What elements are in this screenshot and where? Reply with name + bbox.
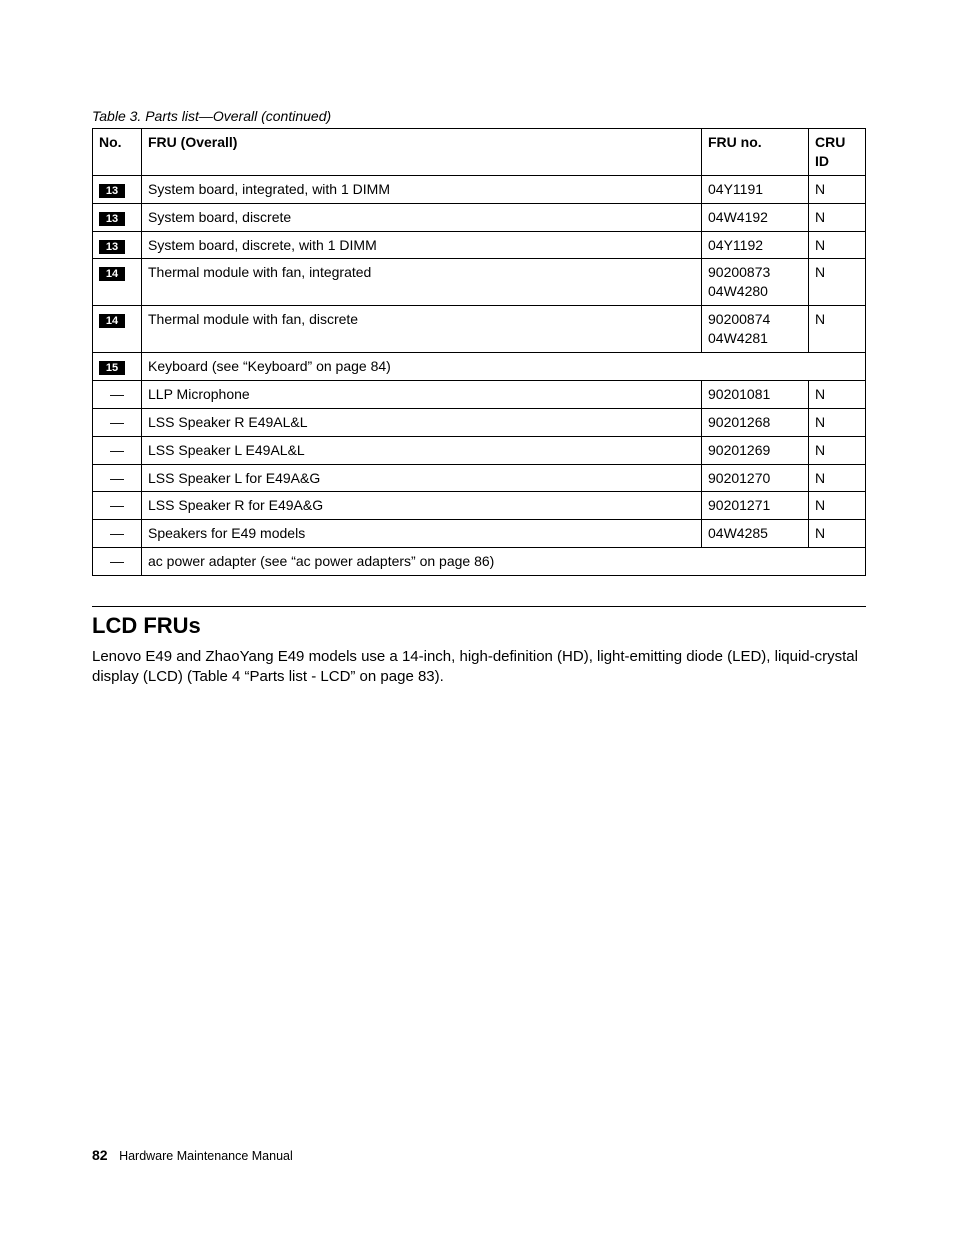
table-caption: Table 3. Parts list—Overall (continued) [92,108,866,124]
footer-title: Hardware Maintenance Manual [119,1149,293,1163]
table-row: 15 Keyboard (see “Keyboard” on page 84) [93,353,866,381]
row-number-badge: 13 [99,212,125,226]
cell-fru: 04Y1191 [702,175,809,203]
page-number: 82 [92,1147,108,1163]
cell-desc: LSS Speaker R for E49A&G [142,492,702,520]
dash-icon: — [110,553,124,569]
row-number-badge: 14 [99,314,125,328]
section-title: LCD FRUs [92,613,866,639]
cell-no: — [93,520,142,548]
dash-icon: — [110,525,124,541]
table-row: — ac power adapter (see “ac power adapter… [93,548,866,576]
cell-fru: 90201271 [702,492,809,520]
cell-desc: LSS Speaker L for E49A&G [142,464,702,492]
dash-icon: — [110,386,124,402]
table-row: — LSS Speaker R for E49A&G90201271N [93,492,866,520]
cell-cru: N [809,259,866,306]
th-desc: FRU (Overall) [142,129,702,176]
dash-icon: — [110,497,124,513]
table-header-row: No. FRU (Overall) FRU no. CRU ID [93,129,866,176]
cell-desc: Thermal module with fan, discrete [142,306,702,353]
row-number-badge: 14 [99,267,125,281]
dash-icon: — [110,442,124,458]
cell-fru: 90200874 04W4281 [702,306,809,353]
cell-cru: N [809,408,866,436]
cell-cru: N [809,306,866,353]
cell-cru: N [809,492,866,520]
th-no: No. [93,129,142,176]
cell-cru: N [809,464,866,492]
table-row: 13 System board, integrated, with 1 DIMM0… [93,175,866,203]
page-footer: 82 Hardware Maintenance Manual [92,1147,293,1163]
cell-fru: 04W4285 [702,520,809,548]
cell-cru: N [809,231,866,259]
dash-icon: — [110,414,124,430]
cell-cru: N [809,175,866,203]
cell-cru: N [809,203,866,231]
th-cru: CRU ID [809,129,866,176]
cell-fru: 90201268 [702,408,809,436]
row-number-badge: 13 [99,184,125,198]
cell-fru: 04W4192 [702,203,809,231]
cell-no: — [93,408,142,436]
cell-desc: LSS Speaker L E49AL&L [142,436,702,464]
cell-no: 13 [93,175,142,203]
table-row: — LSS Speaker L E49AL&L90201269N [93,436,866,464]
table-row: 13 System board, discrete04W4192N [93,203,866,231]
cell-desc: LLP Microphone [142,380,702,408]
dash-icon: — [110,470,124,486]
cell-desc: LSS Speaker R E49AL&L [142,408,702,436]
cell-no: 13 [93,203,142,231]
cell-no: — [93,492,142,520]
page: Table 3. Parts list—Overall (continued) … [0,0,954,1235]
th-fru: FRU no. [702,129,809,176]
section-rule [92,606,866,607]
row-number-badge: 15 [99,361,125,375]
cell-fru: 90201081 [702,380,809,408]
cell-no: — [93,380,142,408]
cell-no: — [93,436,142,464]
cell-fru: 90201269 [702,436,809,464]
cell-desc: ac power adapter (see “ac power adapters… [142,548,866,576]
cell-desc: System board, integrated, with 1 DIMM [142,175,702,203]
cell-fru: 90201270 [702,464,809,492]
cell-no: 14 [93,306,142,353]
cell-no: 13 [93,231,142,259]
row-number-badge: 13 [99,240,125,254]
table-row: — Speakers for E49 models04W4285N [93,520,866,548]
cell-desc: System board, discrete [142,203,702,231]
table-row: 14 Thermal module with fan, discrete90200… [93,306,866,353]
cell-fru: 04Y1192 [702,231,809,259]
section-body: Lenovo E49 and ZhaoYang E49 models use a… [92,647,866,688]
parts-table: No. FRU (Overall) FRU no. CRU ID 13 Syste… [92,128,866,576]
cell-no: — [93,548,142,576]
cell-no: 14 [93,259,142,306]
cell-desc: Thermal module with fan, integrated [142,259,702,306]
cell-desc: Speakers for E49 models [142,520,702,548]
cell-no: 15 [93,353,142,381]
cell-desc: System board, discrete, with 1 DIMM [142,231,702,259]
table-row: 14 Thermal module with fan, integrated902… [93,259,866,306]
cell-cru: N [809,436,866,464]
cell-cru: N [809,380,866,408]
cell-fru: 90200873 04W4280 [702,259,809,306]
cell-cru: N [809,520,866,548]
cell-desc: Keyboard (see “Keyboard” on page 84) [142,353,866,381]
table-row: — LLP Microphone90201081N [93,380,866,408]
table-row: — LSS Speaker R E49AL&L90201268N [93,408,866,436]
cell-no: — [93,464,142,492]
table-row: 13 System board, discrete, with 1 DIMM04Y… [93,231,866,259]
table-row: — LSS Speaker L for E49A&G90201270N [93,464,866,492]
parts-table-body: 13System board, integrated, with 1 DIMM0… [93,175,866,575]
